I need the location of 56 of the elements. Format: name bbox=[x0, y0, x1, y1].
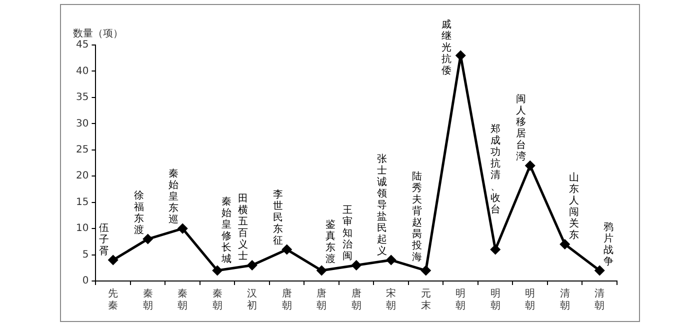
point bbox=[525, 160, 535, 170]
data-label: 王审知治闽 bbox=[342, 205, 352, 262]
y-tick-label: 15 bbox=[76, 196, 89, 208]
point bbox=[212, 266, 222, 276]
point bbox=[386, 255, 396, 265]
data-label: 闽人移居台湾 bbox=[516, 92, 526, 162]
y-axis-title: 数量（项） bbox=[73, 28, 123, 40]
y-tick-label: 10 bbox=[76, 223, 89, 234]
y-tick-label: 5 bbox=[82, 249, 89, 260]
x-tick-label: 明朝 bbox=[456, 288, 466, 312]
data-label: 伍子胥 bbox=[99, 222, 110, 257]
x-tick-label: 清朝 bbox=[560, 288, 570, 312]
y-tick-label: 35 bbox=[76, 92, 89, 104]
data-label: 田横五百义士 bbox=[238, 194, 248, 262]
x-tick-label: 元末 bbox=[420, 288, 431, 312]
point bbox=[316, 266, 326, 276]
x-tick-label: 宋朝 bbox=[386, 288, 396, 312]
point bbox=[594, 266, 604, 276]
y-tick-label: 45 bbox=[76, 40, 89, 51]
y-tick-label: 20 bbox=[76, 170, 89, 182]
data-label: 郑成功抗清、收台 bbox=[490, 122, 500, 216]
x-tick-label: 先秦 bbox=[108, 288, 118, 312]
y-tick-label: 0 bbox=[82, 276, 89, 287]
point bbox=[247, 260, 257, 270]
point bbox=[560, 240, 570, 250]
x-tick-label: 秦朝 bbox=[142, 288, 153, 312]
point bbox=[282, 244, 292, 254]
data-label: 徐福东渡 bbox=[134, 189, 144, 236]
x-tick-label: 唐朝 bbox=[316, 288, 327, 312]
text: 张士诚领导盐民起义 bbox=[377, 154, 388, 257]
x-tick-label: 明朝 bbox=[525, 288, 536, 312]
y-tick-label: 30 bbox=[76, 118, 89, 130]
point bbox=[178, 224, 188, 234]
point bbox=[108, 255, 118, 265]
x-tick-label: 唐朝 bbox=[351, 288, 362, 312]
point bbox=[143, 234, 153, 244]
point bbox=[352, 260, 362, 270]
y-tick-label: 40 bbox=[76, 66, 89, 77]
point bbox=[421, 266, 431, 276]
data-label: 李世民东征 bbox=[272, 188, 283, 246]
data-label: 秦始皇东巡 bbox=[168, 168, 179, 226]
data-label: 陆秀夫背赵昺投海 bbox=[410, 170, 422, 264]
y-tick-label: 25 bbox=[76, 144, 89, 156]
data-label: 山东人闯关东 bbox=[568, 172, 579, 242]
x-tick-label: 秦朝 bbox=[212, 288, 222, 312]
x-tick-label: 秦朝 bbox=[178, 288, 188, 312]
x-tick-label: 唐朝 bbox=[282, 288, 292, 312]
data-label: 戚继光抗倭 bbox=[442, 18, 452, 76]
data-label: 鉴真东渡 bbox=[326, 218, 336, 266]
data-label: 秦始皇修长城 bbox=[220, 196, 232, 266]
data-label: 鸦片战争 bbox=[604, 222, 614, 268]
x-tick-label: 汉初 bbox=[247, 288, 258, 312]
point bbox=[490, 244, 500, 254]
point bbox=[456, 50, 466, 60]
x-tick-label: 清朝 bbox=[594, 288, 605, 312]
x-tick-label: 明朝 bbox=[490, 288, 500, 312]
